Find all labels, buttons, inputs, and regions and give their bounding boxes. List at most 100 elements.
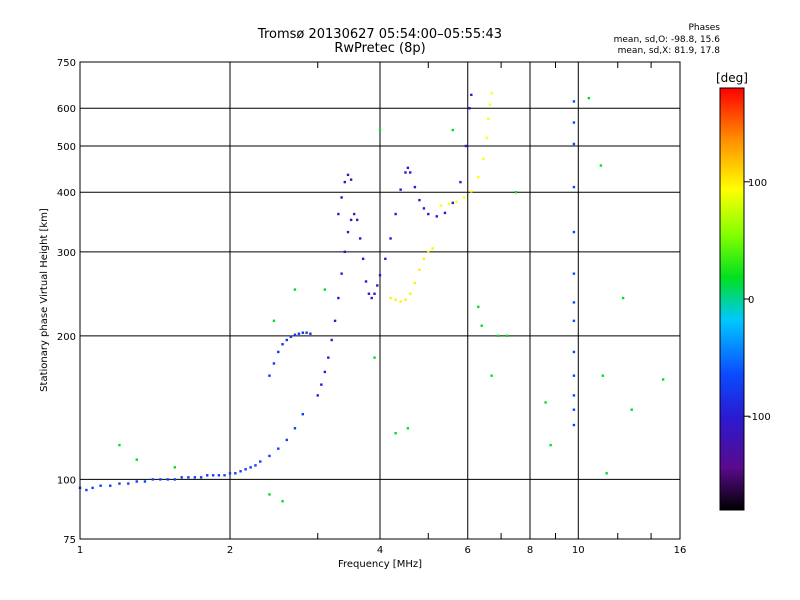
data-point xyxy=(281,500,284,503)
colorbar-ticks: 100 0 -100 xyxy=(744,178,771,423)
data-point xyxy=(514,191,518,194)
phase-stats-o: mean, sd,O: -98.8, 15.6 xyxy=(613,35,720,45)
phase-stats-x: mean, sd,X: 81.9, 17.8 xyxy=(617,46,720,56)
colorbar-tick-label: 100 xyxy=(748,178,767,189)
data-point xyxy=(413,281,417,285)
data-point xyxy=(346,173,350,177)
data-point xyxy=(135,458,138,461)
data-point xyxy=(272,362,276,365)
data-point xyxy=(327,356,330,359)
colorbar-tick-label: -100 xyxy=(748,412,771,423)
data-point xyxy=(422,257,426,261)
data-point xyxy=(451,128,455,132)
data-point xyxy=(373,356,376,359)
plot-frame xyxy=(79,61,681,540)
data-point xyxy=(297,332,301,335)
data-point xyxy=(418,198,421,202)
data-point xyxy=(118,443,121,447)
data-point xyxy=(223,474,226,477)
data-point xyxy=(135,480,138,483)
data-point xyxy=(285,438,288,442)
data-point xyxy=(305,331,308,334)
data-point xyxy=(378,128,382,132)
data-point xyxy=(330,338,333,342)
data-point xyxy=(340,196,343,199)
data-point xyxy=(480,324,483,327)
data-point xyxy=(490,374,493,377)
data-point xyxy=(572,394,576,397)
data-point xyxy=(413,185,417,189)
data-point xyxy=(376,284,379,287)
chart-title-line2: RwPretec (8p) xyxy=(334,41,426,56)
data-point xyxy=(193,476,197,479)
data-point xyxy=(378,273,382,277)
data-point xyxy=(464,144,468,148)
data-point xyxy=(406,166,410,170)
data-point xyxy=(572,121,576,124)
x-tick-label: 10 xyxy=(572,545,585,556)
x-tick-label: 6 xyxy=(465,545,471,556)
data-point xyxy=(399,188,402,191)
data-point xyxy=(485,136,488,140)
data-point xyxy=(268,493,271,496)
x-tick-label: 1 xyxy=(77,545,83,556)
data-point xyxy=(427,250,430,254)
data-point xyxy=(364,280,368,283)
data-point xyxy=(187,476,190,479)
x-minor-ticks xyxy=(317,62,652,539)
data-point xyxy=(661,378,665,381)
y-tick-label: 100 xyxy=(57,475,76,486)
chart-title-line1: Tromsø 20130627 05:54:00–05:55:43 xyxy=(257,27,503,42)
data-point xyxy=(109,484,112,487)
data-point xyxy=(272,319,276,323)
data-point xyxy=(477,305,480,309)
data-point xyxy=(343,180,347,184)
colorbar xyxy=(719,87,745,511)
data-point xyxy=(549,443,552,447)
data-points xyxy=(78,92,665,503)
data-point xyxy=(406,427,410,430)
data-point xyxy=(477,176,480,179)
data-point xyxy=(572,350,576,354)
data-point xyxy=(490,92,493,95)
data-point xyxy=(418,268,421,272)
data-point xyxy=(118,482,121,485)
x-tick-label: 4 xyxy=(377,545,383,556)
data-point xyxy=(435,215,438,218)
data-point xyxy=(309,332,312,335)
data-point xyxy=(323,288,327,291)
data-point xyxy=(505,334,509,338)
data-point xyxy=(217,474,221,477)
y-tick-label: 500 xyxy=(57,142,76,153)
colorbar-tick-label: 0 xyxy=(748,295,754,306)
data-point xyxy=(488,103,492,107)
data-point xyxy=(289,335,293,339)
data-point xyxy=(355,218,359,222)
data-point xyxy=(431,247,434,250)
data-point xyxy=(180,476,183,479)
data-point xyxy=(447,202,451,206)
y-tick-label: 750 xyxy=(57,58,76,69)
data-point xyxy=(470,189,473,193)
data-point xyxy=(455,200,458,203)
data-point xyxy=(337,296,340,300)
data-point xyxy=(211,474,215,477)
x-tick-label: 16 xyxy=(674,545,687,556)
data-point xyxy=(285,338,288,342)
data-point xyxy=(394,431,397,435)
data-point xyxy=(268,454,271,458)
data-point xyxy=(572,423,576,427)
data-point xyxy=(468,107,471,110)
data-point xyxy=(572,230,576,234)
data-point xyxy=(572,408,576,411)
data-point xyxy=(361,257,365,261)
data-point xyxy=(630,408,633,411)
data-point xyxy=(451,201,455,205)
y-axis-label: Stationary phase Virtual Height [km] xyxy=(39,208,50,392)
data-point xyxy=(127,482,130,485)
x-tick-label: 2 xyxy=(227,545,233,556)
data-point xyxy=(254,464,257,467)
data-point xyxy=(367,292,371,295)
data-point xyxy=(544,401,547,404)
